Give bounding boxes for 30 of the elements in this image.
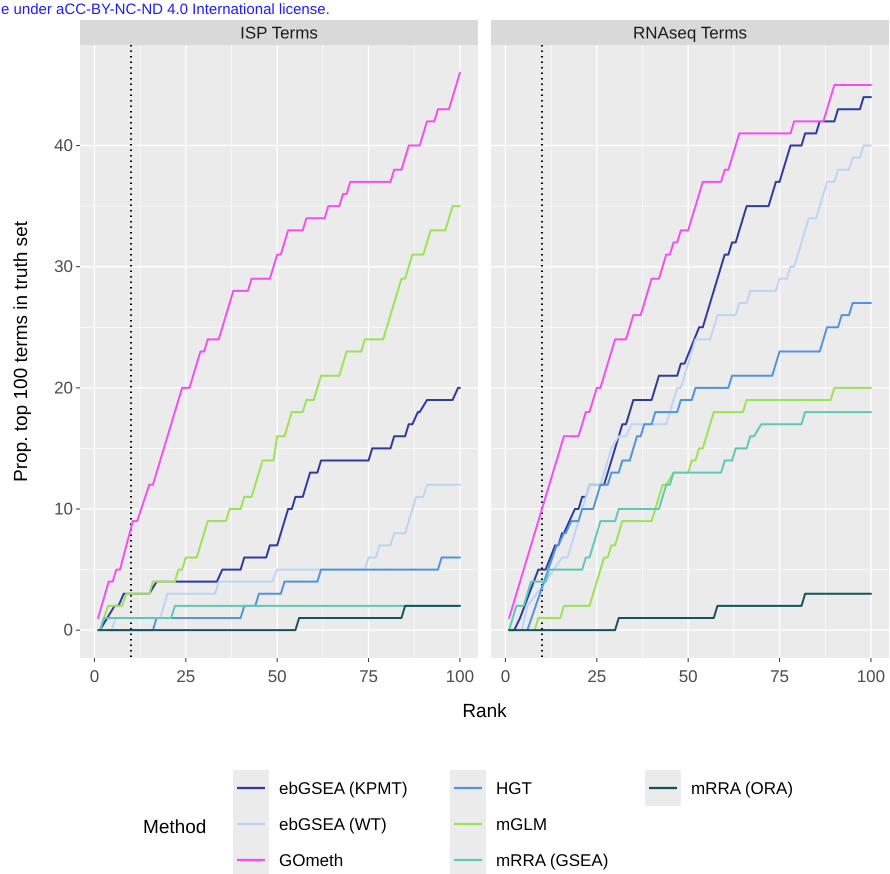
legend-label: mGLM	[496, 815, 547, 834]
x-tick-label: 25	[587, 667, 606, 686]
x-tick-label: 0	[90, 667, 100, 686]
line-series	[97, 72, 461, 620]
x-tick-label: 75	[359, 667, 378, 686]
x-tick-label: 100	[856, 667, 886, 686]
legend-label: GOmeth	[279, 851, 344, 870]
y-tick-label: 30	[54, 257, 73, 276]
legend-label: ebGSEA (KPMT)	[279, 779, 408, 798]
text: e under aCC-BY-NC-ND 4.0 International license.	[1, 1, 330, 18]
line-series	[98, 386, 461, 632]
chart-title: RNAseq Terms	[633, 24, 747, 42]
legend-label: mRRA (ORA)	[691, 779, 793, 798]
x-tick-label: 25	[176, 667, 196, 686]
x-tick-label: 50	[678, 667, 698, 686]
legend-title: Method	[143, 817, 206, 838]
x-axis-title: Rank	[462, 701, 508, 722]
x-tick-label: 0	[500, 667, 510, 686]
y-axis-title: Prop. top 100 terms in truth set	[11, 220, 32, 482]
y-tick-label: 0	[64, 620, 73, 640]
chart-title: ISP Terms	[240, 24, 318, 42]
y-tick-label: 40	[54, 136, 73, 155]
y-tick-label: 10	[54, 499, 73, 518]
legend-label: mRRA (GSEA)	[496, 851, 608, 870]
x-tick-label: 75	[770, 667, 789, 686]
legend-label: ebGSEA (WT)	[279, 815, 387, 834]
x-tick-label: 50	[268, 667, 287, 686]
legend-label: HGT	[496, 779, 532, 798]
x-tick-label: 100	[446, 667, 474, 686]
y-tick-label: 20	[54, 378, 73, 398]
